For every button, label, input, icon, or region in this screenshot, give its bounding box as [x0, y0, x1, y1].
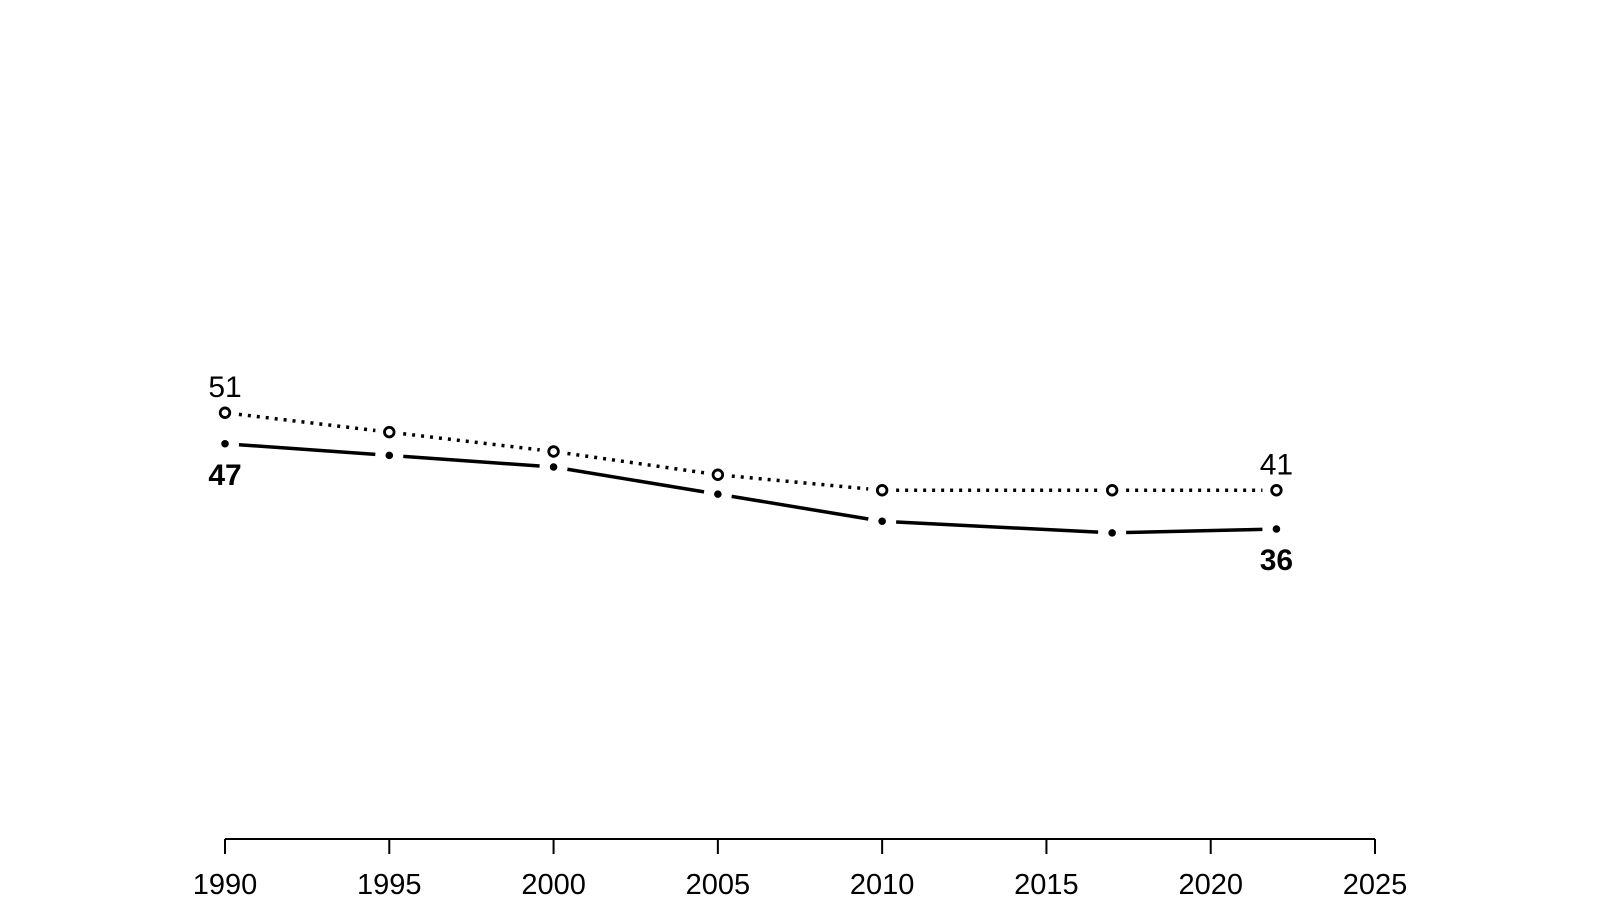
lower-series-segment — [238, 442, 376, 457]
x-axis-tick-label: 2025 — [1343, 869, 1408, 900]
upper-series-segment — [731, 474, 869, 491]
x-axis-tick-label: 2015 — [1014, 869, 1079, 900]
upper-series-segment — [238, 412, 376, 433]
filled-dot-marker — [714, 490, 722, 498]
open-circle-marker — [383, 425, 396, 439]
value-label: 41 — [1260, 448, 1293, 481]
open-circle-marker — [218, 406, 232, 419]
open-circle-marker — [711, 468, 725, 481]
filled-dot-marker — [385, 451, 394, 460]
filled-dot-marker — [221, 439, 229, 448]
x-axis-tick-label: 2010 — [850, 869, 915, 900]
x-axis-tick-label: 1990 — [193, 869, 258, 900]
lower-series-segment — [1126, 527, 1263, 535]
lower-series-segment — [896, 520, 1099, 534]
x-axis-tick-label: 2000 — [521, 869, 586, 900]
value-label: 51 — [208, 371, 241, 404]
upper-series-segment — [567, 451, 705, 475]
open-circle-marker — [547, 445, 560, 458]
x-axis-tick-label: 2020 — [1178, 869, 1243, 900]
filled-dot-marker — [549, 463, 558, 471]
lower-series-segment — [567, 467, 705, 494]
upper-series-segment — [402, 432, 540, 452]
lower-series-segment — [403, 454, 540, 468]
open-circle-marker — [1105, 484, 1119, 497]
open-circle-marker — [1270, 484, 1283, 497]
x-axis-tick-label: 1995 — [357, 869, 422, 900]
x-axis-tick-label: 2005 — [686, 869, 751, 900]
lower-series-segment — [731, 494, 869, 521]
value-label: 36 — [1260, 544, 1293, 577]
filled-dot-marker — [1272, 525, 1281, 533]
filled-dot-marker — [878, 517, 886, 526]
value-label: 47 — [208, 459, 241, 492]
filled-dot-marker — [1108, 529, 1116, 537]
open-circle-marker — [875, 484, 889, 497]
